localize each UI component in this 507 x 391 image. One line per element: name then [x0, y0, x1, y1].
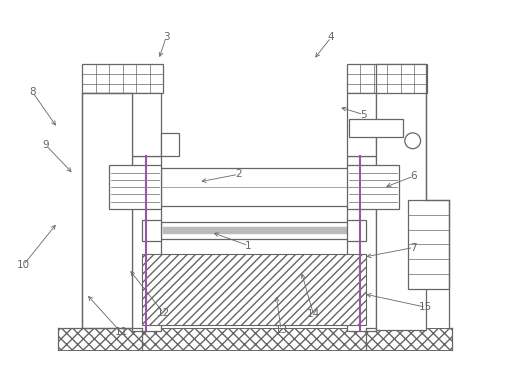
Bar: [347, 220, 367, 241]
Text: 3: 3: [163, 32, 169, 43]
Text: 13: 13: [274, 325, 287, 335]
Text: 15: 15: [419, 302, 432, 312]
Text: 7: 7: [410, 242, 417, 253]
Text: 5: 5: [360, 109, 367, 120]
Text: 6: 6: [410, 171, 417, 181]
Bar: [161, 222, 349, 239]
Bar: [347, 156, 376, 331]
Bar: [163, 226, 347, 235]
Text: 11: 11: [115, 327, 128, 337]
Bar: [161, 169, 349, 206]
Text: 10: 10: [17, 260, 30, 270]
Text: 14: 14: [307, 309, 320, 319]
Bar: [347, 64, 427, 93]
Text: 2: 2: [235, 169, 242, 179]
Bar: [132, 93, 161, 156]
Text: 8: 8: [29, 87, 36, 97]
Text: 1: 1: [245, 240, 252, 251]
Bar: [58, 328, 452, 350]
Bar: [109, 165, 161, 209]
Bar: [141, 220, 161, 241]
Bar: [347, 165, 399, 209]
Text: 12: 12: [157, 308, 170, 318]
Bar: [161, 133, 179, 156]
Bar: [132, 156, 161, 331]
Text: 4: 4: [328, 32, 334, 43]
Bar: [83, 64, 163, 93]
Bar: [408, 200, 449, 289]
Bar: [83, 93, 132, 328]
Bar: [347, 93, 376, 156]
Bar: [376, 64, 425, 330]
Bar: [141, 254, 367, 325]
Text: 9: 9: [43, 140, 49, 151]
Bar: [349, 119, 403, 137]
